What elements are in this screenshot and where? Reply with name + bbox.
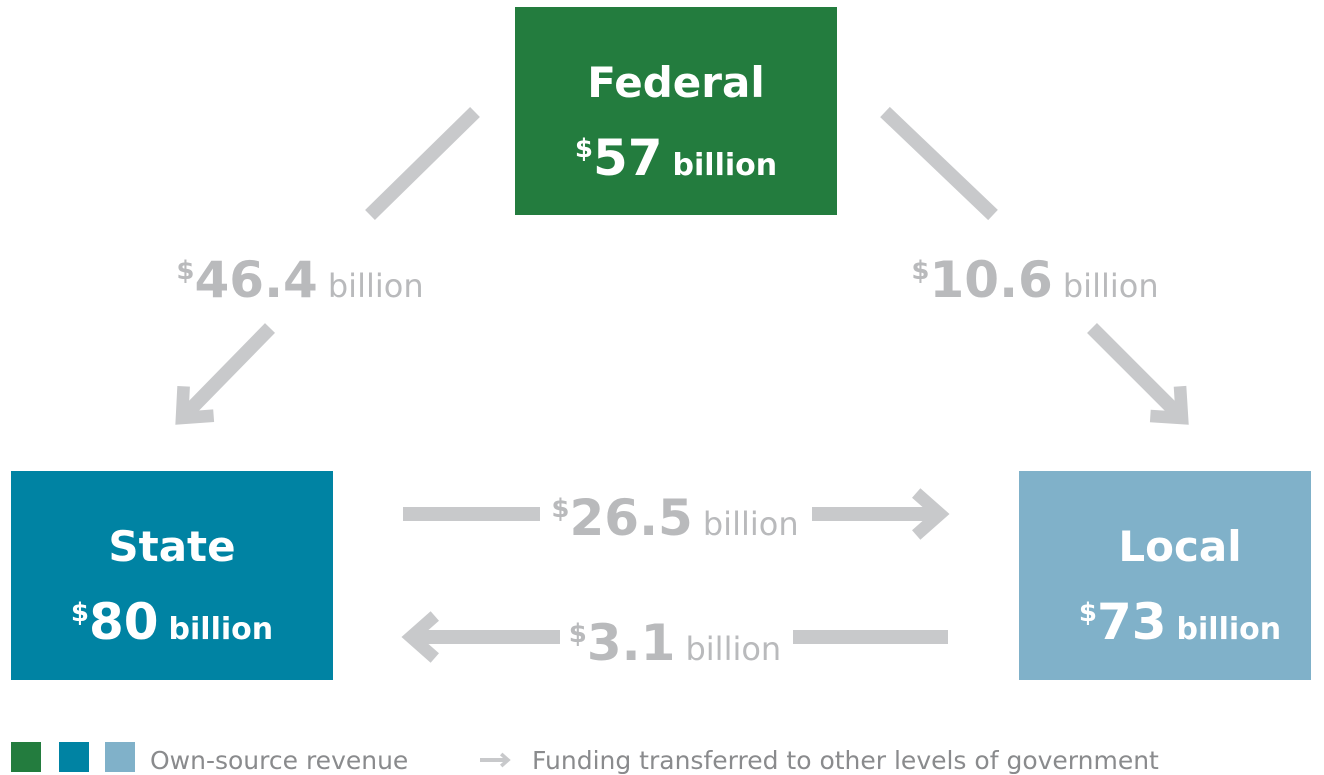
node-box xyxy=(515,7,837,215)
arrow-segment xyxy=(365,107,480,220)
currency: $ xyxy=(176,256,194,286)
currency: $ xyxy=(575,134,593,164)
unit: billion xyxy=(673,148,778,183)
currency: $ xyxy=(551,494,569,524)
amount-value: 26.5 xyxy=(569,489,692,547)
node-label: Federal xyxy=(587,58,764,107)
amount-value: 3.1 xyxy=(587,614,676,672)
legend-swatch xyxy=(11,742,41,772)
arrows xyxy=(175,106,1189,768)
amount: $46.4 billion xyxy=(176,251,423,309)
unit: billion xyxy=(169,612,274,647)
amount: $3.1 billion xyxy=(569,614,781,672)
legend-label: Funding transferred to other levels of g… xyxy=(532,746,1159,775)
amount-value: 80 xyxy=(89,593,159,651)
node-label: Local xyxy=(1118,522,1241,571)
arrow-segment xyxy=(880,106,998,221)
unit: billion xyxy=(703,505,799,543)
currency: $ xyxy=(911,256,929,286)
amount: $57 billion xyxy=(575,129,777,187)
amount-value: 57 xyxy=(593,129,663,187)
amount: $73 billion xyxy=(1079,593,1281,651)
amount-value: 10.6 xyxy=(929,251,1052,309)
node-label: State xyxy=(108,522,235,571)
node-box xyxy=(1019,471,1311,680)
unit: billion xyxy=(685,630,781,668)
amount: $26.5 billion xyxy=(551,489,798,547)
legend-swatch xyxy=(59,742,89,772)
unit: billion xyxy=(1177,612,1282,647)
currency: $ xyxy=(569,619,587,649)
unit: billion xyxy=(1063,267,1159,305)
currency: $ xyxy=(71,598,89,628)
currency: $ xyxy=(1079,598,1097,628)
arrow-segment xyxy=(1087,323,1189,425)
amount: $10.6 billion xyxy=(911,251,1158,309)
amount: $80 billion xyxy=(71,593,273,651)
unit: billion xyxy=(328,267,424,305)
amount-value: 73 xyxy=(1097,593,1167,651)
legend-swatch xyxy=(105,742,135,772)
amount-value: 46.4 xyxy=(194,251,317,309)
legend-label: Own-source revenue xyxy=(150,746,408,775)
arrow-segment xyxy=(175,323,276,425)
node-box xyxy=(11,471,333,680)
